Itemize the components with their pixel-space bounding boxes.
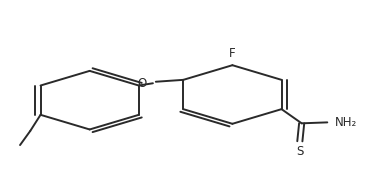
Text: NH₂: NH₂: [335, 116, 357, 129]
Text: S: S: [296, 146, 303, 158]
Text: F: F: [229, 47, 236, 60]
Text: O: O: [137, 77, 146, 90]
